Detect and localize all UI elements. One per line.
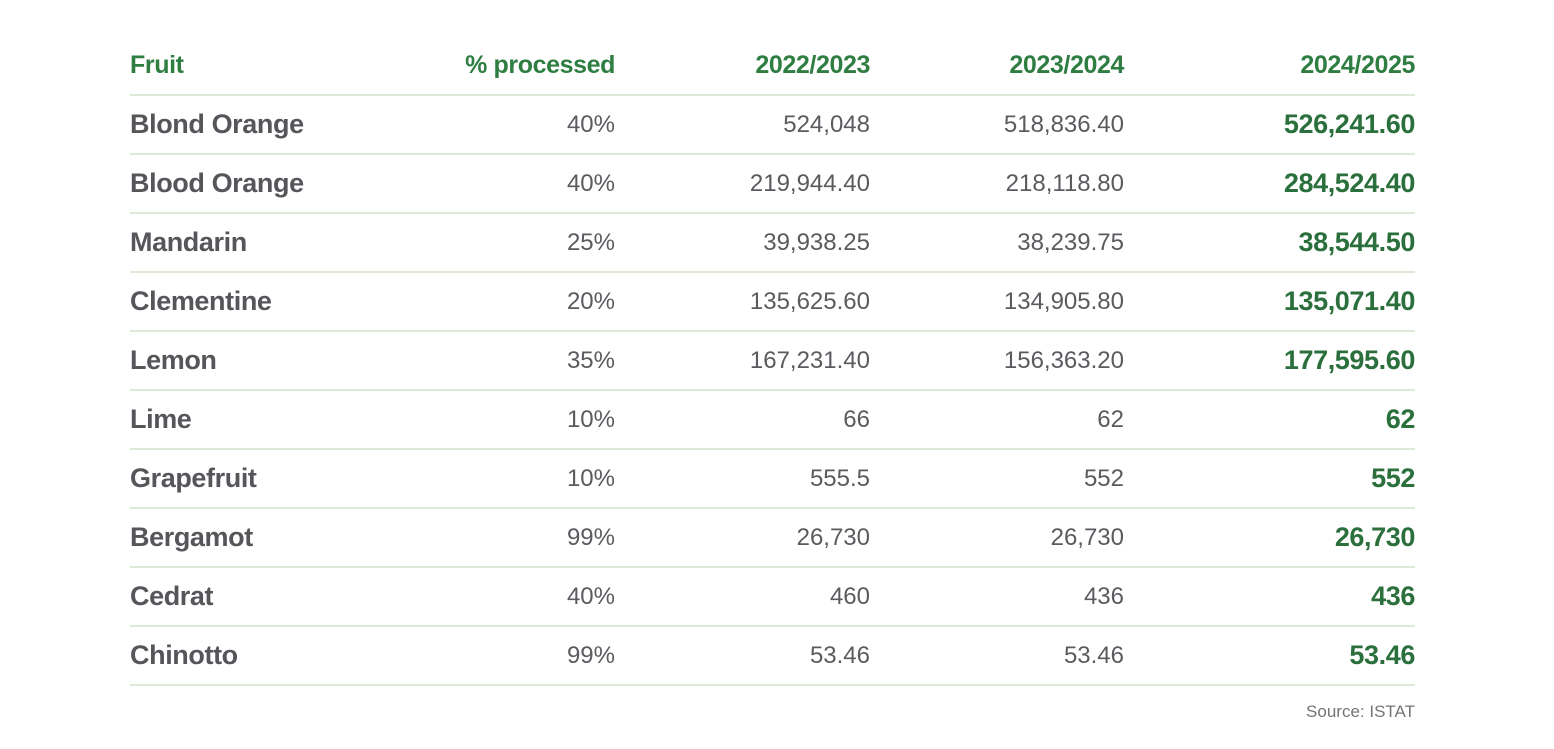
table-row: Lime 10% 66 62 62: [130, 390, 1415, 450]
table-row: Blond Orange 40% 524,048 518,836.40 526,241.…: [130, 95, 1415, 155]
cell-fruit: Cedrat: [130, 567, 450, 627]
cell-2022-2023: 460: [615, 567, 870, 627]
cell-fruit: Lime: [130, 390, 450, 450]
cell-2022-2023: 219,944.40: [615, 154, 870, 214]
cell-2023-2024: 436: [870, 567, 1124, 627]
cell-2024-2025: 62: [1124, 390, 1415, 450]
cell-2023-2024: 38,239.75: [870, 213, 1124, 273]
table-body: Blond Orange 40% 524,048 518,836.40 526,241.…: [130, 95, 1415, 686]
cell-2023-2024: 218,118.80: [870, 154, 1124, 214]
cell-pct-processed: 40%: [450, 567, 615, 627]
cell-fruit: Blood Orange: [130, 154, 450, 214]
cell-fruit: Chinotto: [130, 626, 450, 686]
cell-2023-2024: 62: [870, 390, 1124, 450]
table-row: Cedrat 40% 460 436 436: [130, 567, 1415, 627]
table-row: Bergamot 99% 26,730 26,730 26,730: [130, 508, 1415, 568]
cell-2024-2025: 135,071.40: [1124, 272, 1415, 332]
cell-2023-2024: 26,730: [870, 508, 1124, 568]
cell-pct-processed: 25%: [450, 213, 615, 273]
cell-pct-processed: 40%: [450, 95, 615, 155]
column-header-pct-processed: % processed: [450, 30, 615, 96]
cell-2023-2024: 156,363.20: [870, 331, 1124, 391]
cell-2022-2023: 167,231.40: [615, 331, 870, 391]
column-header-2023-2024: 2023/2024: [870, 30, 1124, 96]
cell-2023-2024: 518,836.40: [870, 95, 1124, 155]
cell-fruit: Blond Orange: [130, 95, 450, 155]
table-row: Lemon 35% 167,231.40 156,363.20 177,595.60: [130, 331, 1415, 391]
cell-2024-2025: 284,524.40: [1124, 154, 1415, 214]
cell-pct-processed: 10%: [450, 449, 615, 509]
header-row: Fruit % processed 2022/2023 2023/2024 20…: [130, 30, 1415, 96]
cell-2022-2023: 39,938.25: [615, 213, 870, 273]
cell-2022-2023: 555.5: [615, 449, 870, 509]
table-row: Chinotto 99% 53.46 53.46 53.46: [130, 626, 1415, 686]
table-row: Clementine 20% 135,625.60 134,905.80 135,071…: [130, 272, 1415, 332]
cell-2024-2025: 526,241.60: [1124, 95, 1415, 155]
table-row: Blood Orange 40% 219,944.40 218,118.80 284,5…: [130, 154, 1415, 214]
cell-pct-processed: 99%: [450, 626, 615, 686]
cell-2022-2023: 66: [615, 390, 870, 450]
column-header-fruit: Fruit: [130, 30, 450, 96]
table-row: Grapefruit 10% 555.5 552 552: [130, 449, 1415, 509]
table-header: Fruit % processed 2022/2023 2023/2024 20…: [130, 30, 1415, 96]
table-row: Mandarin 25% 39,938.25 38,239.75 38,544.50: [130, 213, 1415, 273]
cell-pct-processed: 10%: [450, 390, 615, 450]
cell-2024-2025: 552: [1124, 449, 1415, 509]
fruit-production-table: Fruit % processed 2022/2023 2023/2024 20…: [130, 30, 1415, 686]
cell-fruit: Grapefruit: [130, 449, 450, 509]
cell-2024-2025: 38,544.50: [1124, 213, 1415, 273]
cell-fruit: Mandarin: [130, 213, 450, 273]
cell-pct-processed: 40%: [450, 154, 615, 214]
cell-2024-2025: 53.46: [1124, 626, 1415, 686]
cell-2023-2024: 552: [870, 449, 1124, 509]
cell-2022-2023: 53.46: [615, 626, 870, 686]
cell-2024-2025: 26,730: [1124, 508, 1415, 568]
cell-fruit: Clementine: [130, 272, 450, 332]
cell-pct-processed: 20%: [450, 272, 615, 332]
cell-2023-2024: 134,905.80: [870, 272, 1124, 332]
source-note: Source: ISTAT: [1306, 702, 1415, 721]
column-header-2022-2023: 2022/2023: [615, 30, 870, 96]
cell-2022-2023: 26,730: [615, 508, 870, 568]
cell-fruit: Bergamot: [130, 508, 450, 568]
cell-pct-processed: 99%: [450, 508, 615, 568]
cell-2022-2023: 524,048: [615, 95, 870, 155]
cell-2023-2024: 53.46: [870, 626, 1124, 686]
cell-pct-processed: 35%: [450, 331, 615, 391]
column-header-2024-2025: 2024/2025: [1124, 30, 1415, 96]
cell-2024-2025: 177,595.60: [1124, 331, 1415, 391]
cell-fruit: Lemon: [130, 331, 450, 391]
cell-2024-2025: 436: [1124, 567, 1415, 627]
cell-2022-2023: 135,625.60: [615, 272, 870, 332]
